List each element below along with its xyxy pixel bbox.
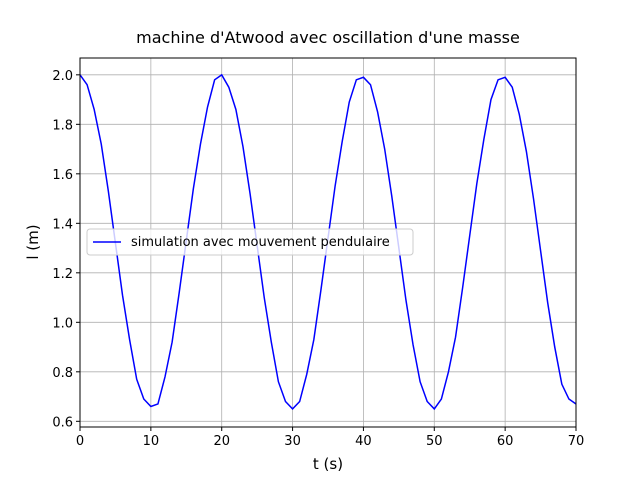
x-tick-label: 20 <box>213 434 230 449</box>
x-tick-label: 70 <box>568 434 585 449</box>
x-tick-label: 30 <box>284 434 301 449</box>
y-tick-label: 2.0 <box>52 69 73 84</box>
y-tick-label: 1.2 <box>52 267 73 282</box>
x-tick-label: 10 <box>143 434 160 449</box>
x-tick-label: 40 <box>355 434 372 449</box>
y-axis-label: l (m) <box>24 224 42 259</box>
y-tick-label: 1.0 <box>52 316 73 331</box>
legend: simulation avec mouvement pendulaire <box>86 228 414 256</box>
chart-title: machine d'Atwood avec oscillation d'une … <box>136 28 520 47</box>
x-tick-label: 0 <box>76 434 84 449</box>
x-tick-label: 60 <box>497 434 514 449</box>
legend-box <box>86 228 414 256</box>
legend-label: simulation avec mouvement pendulaire <box>131 235 390 250</box>
plot-frame <box>79 57 577 428</box>
y-tick-label: 1.4 <box>52 217 73 232</box>
y-tick-label: 0.6 <box>52 415 73 430</box>
x-axis-label: t (s) <box>313 455 343 473</box>
x-tick-label: 50 <box>426 434 443 449</box>
y-tick-label: 1.6 <box>52 168 73 183</box>
y-tick-label: 1.8 <box>52 118 73 133</box>
y-tick-label: 0.8 <box>52 366 73 381</box>
